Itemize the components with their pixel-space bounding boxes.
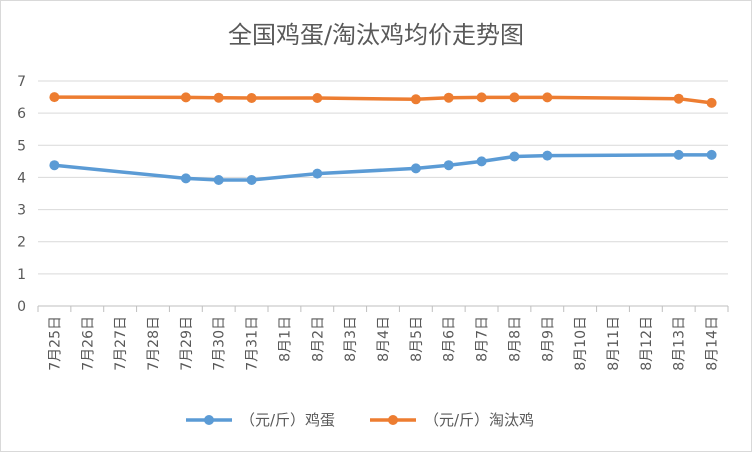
- legend-marker-0: [204, 415, 214, 425]
- x-tick-label: 8月13日: [672, 316, 688, 371]
- data-point: [49, 160, 60, 171]
- x-axis-ticks: 7月25日 7月26日 7月27日 7月28日 7月29日 7月30日 7月31日 8月1日 8…: [37, 306, 729, 371]
- y-tick-label: 0: [17, 299, 26, 315]
- x-tick-label: 8月10日: [573, 316, 589, 371]
- y-tick-label: 6: [17, 106, 26, 122]
- data-point: [542, 92, 553, 103]
- grid-lines: [38, 80, 728, 307]
- data-point: [706, 149, 717, 160]
- data-point: [673, 93, 684, 104]
- data-point: [706, 97, 717, 108]
- x-tick-label: 7月25日: [47, 316, 63, 371]
- data-point: [509, 92, 520, 103]
- x-tick-label: 8月5日: [409, 316, 425, 362]
- data-point: [410, 163, 421, 174]
- x-tick-label: 8月11日: [606, 316, 622, 371]
- x-tick-label: 7月29日: [179, 316, 195, 371]
- legend: （元/斤）鸡蛋 （元/斤）淘汰鸡: [186, 411, 534, 429]
- data-point: [476, 92, 487, 103]
- x-tick-label: 7月30日: [212, 316, 228, 371]
- legend-label-1: （元/斤）淘汰鸡: [424, 411, 534, 429]
- data-point: [476, 156, 487, 167]
- series-line-0: [54, 153, 712, 182]
- y-axis-ticks: 0 1 2 3 4 5 6 7: [17, 74, 26, 315]
- data-point: [443, 92, 454, 103]
- x-tick-label: 7月26日: [80, 316, 96, 371]
- x-tick-label: 8月7日: [475, 316, 491, 362]
- legend-label-0: （元/斤）鸡蛋: [240, 411, 335, 429]
- x-tick-label: 8月14日: [705, 316, 721, 371]
- y-tick-label: 7: [17, 74, 26, 90]
- series-layer: [49, 92, 717, 185]
- data-point: [246, 93, 257, 103]
- data-point: [312, 168, 323, 179]
- x-tick-label: 7月31日: [245, 316, 261, 371]
- data-point: [180, 173, 191, 184]
- x-tick-label: 7月28日: [146, 316, 162, 371]
- y-tick-label: 3: [17, 203, 26, 219]
- x-tick-label: 8月8日: [507, 316, 523, 362]
- x-tick-label: 8月1日: [277, 316, 293, 362]
- data-point: [673, 149, 684, 160]
- y-tick-label: 2: [17, 235, 26, 251]
- y-tick-label: 5: [17, 138, 26, 154]
- x-tick-label: 8月6日: [442, 316, 458, 362]
- data-point: [213, 92, 224, 103]
- data-point: [312, 93, 323, 103]
- data-point: [443, 160, 454, 171]
- x-tick-label: 8月9日: [540, 316, 556, 362]
- data-point: [509, 151, 520, 162]
- data-point: [410, 94, 421, 105]
- data-point: [246, 175, 257, 185]
- y-tick-label: 4: [17, 170, 26, 186]
- y-tick-label: 1: [17, 267, 26, 283]
- data-point: [180, 92, 191, 103]
- chart-title: 全国鸡蛋/淘汰鸡均价走势图: [228, 21, 524, 49]
- x-tick-label: 7月27日: [113, 316, 129, 371]
- x-tick-label: 8月12日: [639, 316, 655, 371]
- series-line-1: [54, 95, 712, 105]
- x-tick-label: 8月4日: [376, 316, 392, 362]
- legend-marker-1: [388, 415, 398, 425]
- data-point: [213, 175, 224, 185]
- data-point: [542, 150, 553, 161]
- x-tick-label: 8月3日: [343, 316, 359, 362]
- data-point: [49, 92, 60, 103]
- x-tick-label: 8月2日: [310, 316, 326, 362]
